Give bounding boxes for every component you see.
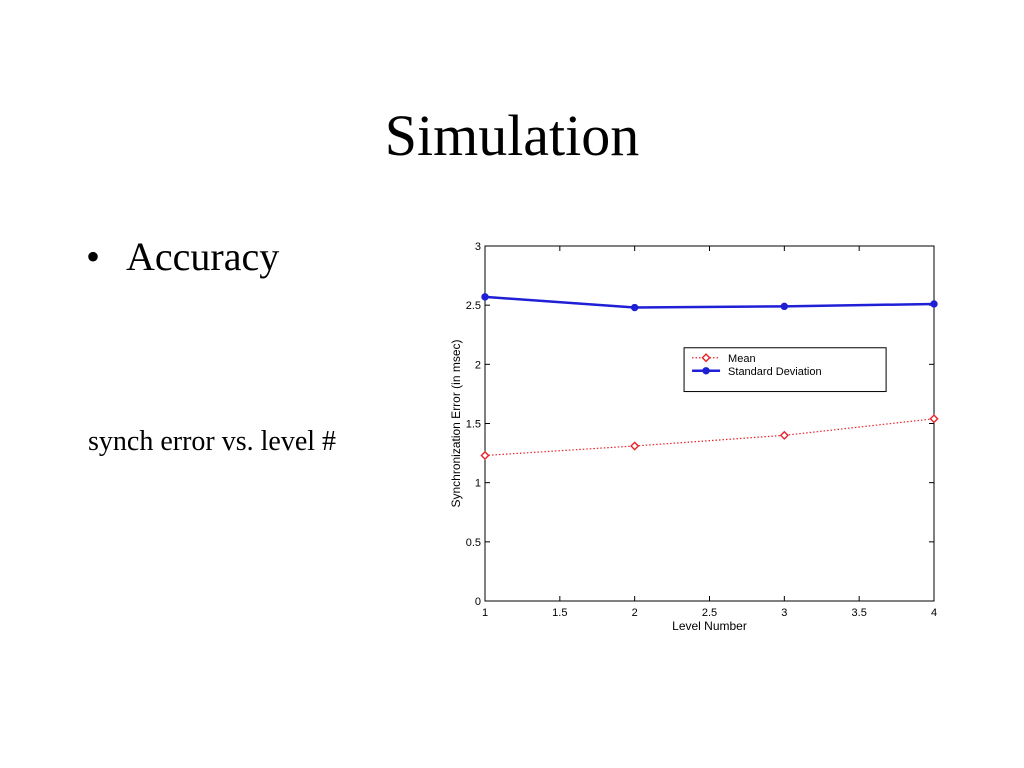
legend-label: Mean [728, 353, 756, 365]
series-line [484, 295, 935, 309]
y-tick-label: 0.5 [466, 537, 481, 549]
bullet-item-accuracy: • Accuracy [86, 232, 279, 282]
slide-title: Simulation [384, 103, 640, 168]
series-line [484, 418, 935, 457]
x-tick-label: 3 [781, 607, 787, 619]
y-tick-label: 2 [475, 359, 481, 371]
legend-swatch-marker [702, 367, 710, 375]
data-point [630, 441, 640, 451]
y-tick-label: 1.5 [466, 419, 481, 431]
y-axis-label: Synchronization Error (in msec) [449, 339, 463, 507]
y-tick-label: 0 [475, 596, 481, 608]
y-tick-label: 1 [475, 478, 481, 490]
data-point [930, 300, 938, 308]
bullet-text: Accuracy [126, 234, 280, 279]
data-point [780, 302, 789, 311]
x-tick-label: 4 [931, 607, 937, 619]
x-tick-label: 2 [632, 607, 638, 619]
plot-frame [484, 245, 935, 602]
series-mean [480, 414, 939, 461]
data-point [480, 450, 490, 461]
x-axis-label: Level Number [672, 619, 747, 633]
data-point [630, 303, 639, 312]
x-tick-label: 2.5 [702, 607, 717, 619]
line-chart: 1 1.5 2 2.5 3 3.5 4 0 0.5 1 1.5 2 2.5 3 Level Number Sy… [449, 241, 939, 633]
bullet-point-icon: • [86, 234, 101, 279]
data-point [481, 293, 489, 301]
x-tick-label: 1 [482, 607, 488, 619]
y-tick-label: 3 [475, 241, 481, 253]
data-point [929, 414, 939, 424]
y-tick-label: 2.5 [466, 300, 481, 312]
chart-caption: synch error vs. level # [88, 426, 337, 457]
x-tick-label: 3.5 [852, 607, 867, 619]
legend-swatch-marker [701, 353, 711, 363]
data-point [779, 430, 789, 440]
chart-container: 1 1.5 2 2.5 3 3.5 4 0 0.5 1 1.5 2 2.5 3 Level Number Sy… [440, 232, 960, 652]
legend-label: Standard Deviation [728, 366, 822, 378]
series-standard-deviation [481, 293, 938, 312]
x-tick-label: 1.5 [552, 607, 567, 619]
series-layer [480, 293, 939, 461]
